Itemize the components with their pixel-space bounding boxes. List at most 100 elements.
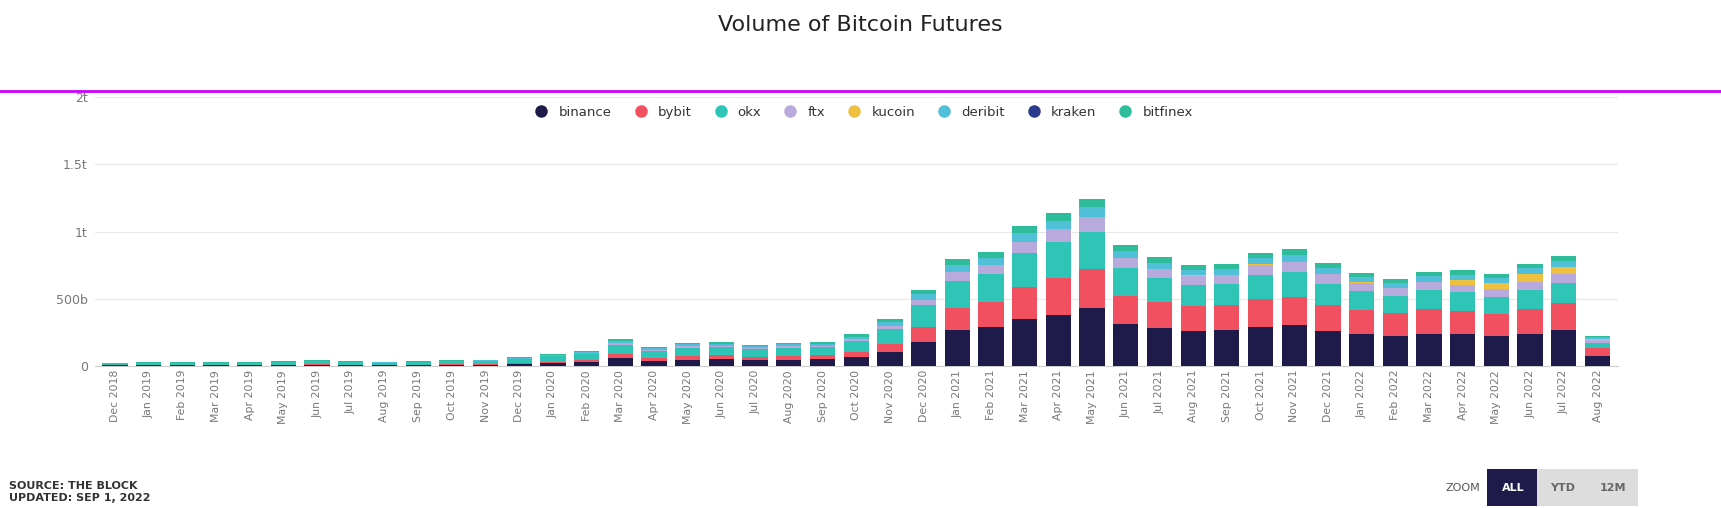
Bar xyxy=(843,339,869,341)
Bar xyxy=(506,364,532,366)
Bar xyxy=(1382,279,1408,283)
Bar xyxy=(1518,281,1542,290)
Bar xyxy=(337,365,363,366)
Bar xyxy=(1518,334,1542,366)
Bar xyxy=(1451,280,1475,285)
Bar xyxy=(608,343,633,345)
Bar xyxy=(1349,310,1375,334)
Bar xyxy=(1181,270,1206,275)
Bar xyxy=(1248,258,1274,264)
Bar xyxy=(945,308,971,330)
Bar xyxy=(1012,242,1038,253)
Bar xyxy=(608,341,633,343)
Bar xyxy=(742,360,768,366)
Bar xyxy=(709,347,735,355)
Bar xyxy=(1215,305,1239,330)
Bar xyxy=(1046,278,1070,315)
Bar xyxy=(1416,272,1442,276)
Bar xyxy=(1113,296,1138,324)
Bar xyxy=(305,360,330,361)
Bar xyxy=(1113,268,1138,296)
Bar xyxy=(337,362,363,365)
Bar xyxy=(910,290,936,294)
Bar xyxy=(406,362,430,365)
Bar xyxy=(776,344,802,346)
Bar xyxy=(1484,290,1509,297)
Text: ZOOM: ZOOM xyxy=(1446,483,1480,493)
Bar xyxy=(1181,265,1206,270)
Bar xyxy=(811,359,835,366)
Bar xyxy=(675,347,700,356)
Bar xyxy=(473,361,497,364)
Bar xyxy=(540,355,566,356)
Bar xyxy=(1484,274,1509,278)
Bar xyxy=(1248,299,1274,327)
Bar xyxy=(1315,331,1341,366)
Bar xyxy=(1282,272,1306,297)
Bar xyxy=(540,357,566,362)
Bar xyxy=(439,360,465,361)
Bar xyxy=(237,363,262,365)
Bar xyxy=(910,300,936,305)
Bar xyxy=(1282,297,1306,326)
Bar xyxy=(1282,255,1306,262)
Bar xyxy=(709,342,735,343)
Bar xyxy=(1315,263,1341,268)
Text: SOURCE: THE BLOCK
UPDATED: SEP 1, 2022: SOURCE: THE BLOCK UPDATED: SEP 1, 2022 xyxy=(9,481,150,503)
Bar xyxy=(1012,319,1038,366)
Bar xyxy=(945,330,971,366)
Bar xyxy=(1551,303,1576,330)
Bar xyxy=(270,362,296,365)
Bar xyxy=(978,258,1003,265)
Bar xyxy=(945,272,971,281)
Bar xyxy=(1315,305,1341,331)
Bar xyxy=(1382,313,1408,336)
Bar xyxy=(776,347,802,356)
Bar xyxy=(1282,249,1306,255)
Bar xyxy=(1551,257,1576,261)
Bar xyxy=(1416,276,1442,281)
Bar xyxy=(1585,348,1611,356)
Bar xyxy=(811,355,835,359)
Bar xyxy=(776,360,802,366)
Bar xyxy=(1046,220,1070,230)
Bar xyxy=(1451,293,1475,311)
Bar xyxy=(1146,328,1172,366)
Bar xyxy=(1518,309,1542,334)
Bar xyxy=(1146,258,1172,263)
Bar xyxy=(978,265,1003,274)
Bar xyxy=(878,353,902,366)
Bar xyxy=(1079,308,1105,366)
Text: YTD: YTD xyxy=(1551,483,1575,493)
Bar xyxy=(1484,336,1509,366)
Bar xyxy=(878,322,902,326)
Text: ALL: ALL xyxy=(1501,483,1525,493)
Bar xyxy=(473,364,497,365)
Bar xyxy=(642,361,666,366)
Bar xyxy=(910,341,936,366)
Bar xyxy=(776,356,802,360)
Bar xyxy=(843,337,869,339)
Bar xyxy=(675,360,700,366)
Bar xyxy=(1451,311,1475,334)
Bar xyxy=(1046,230,1070,242)
Bar xyxy=(102,365,127,366)
Bar xyxy=(742,345,768,346)
Bar xyxy=(270,365,296,366)
Bar xyxy=(1215,284,1239,305)
Bar xyxy=(776,343,802,344)
Bar xyxy=(136,365,162,366)
Bar xyxy=(1416,290,1442,309)
Bar xyxy=(575,355,599,360)
Bar xyxy=(1585,356,1611,366)
Bar xyxy=(675,346,700,347)
Bar xyxy=(1518,264,1542,268)
Bar xyxy=(1551,274,1576,282)
Bar xyxy=(575,351,599,353)
Bar xyxy=(1585,339,1611,340)
Bar xyxy=(540,354,566,355)
Bar xyxy=(1585,336,1611,337)
Bar xyxy=(675,343,700,344)
Bar xyxy=(642,351,666,358)
Bar xyxy=(439,361,465,364)
